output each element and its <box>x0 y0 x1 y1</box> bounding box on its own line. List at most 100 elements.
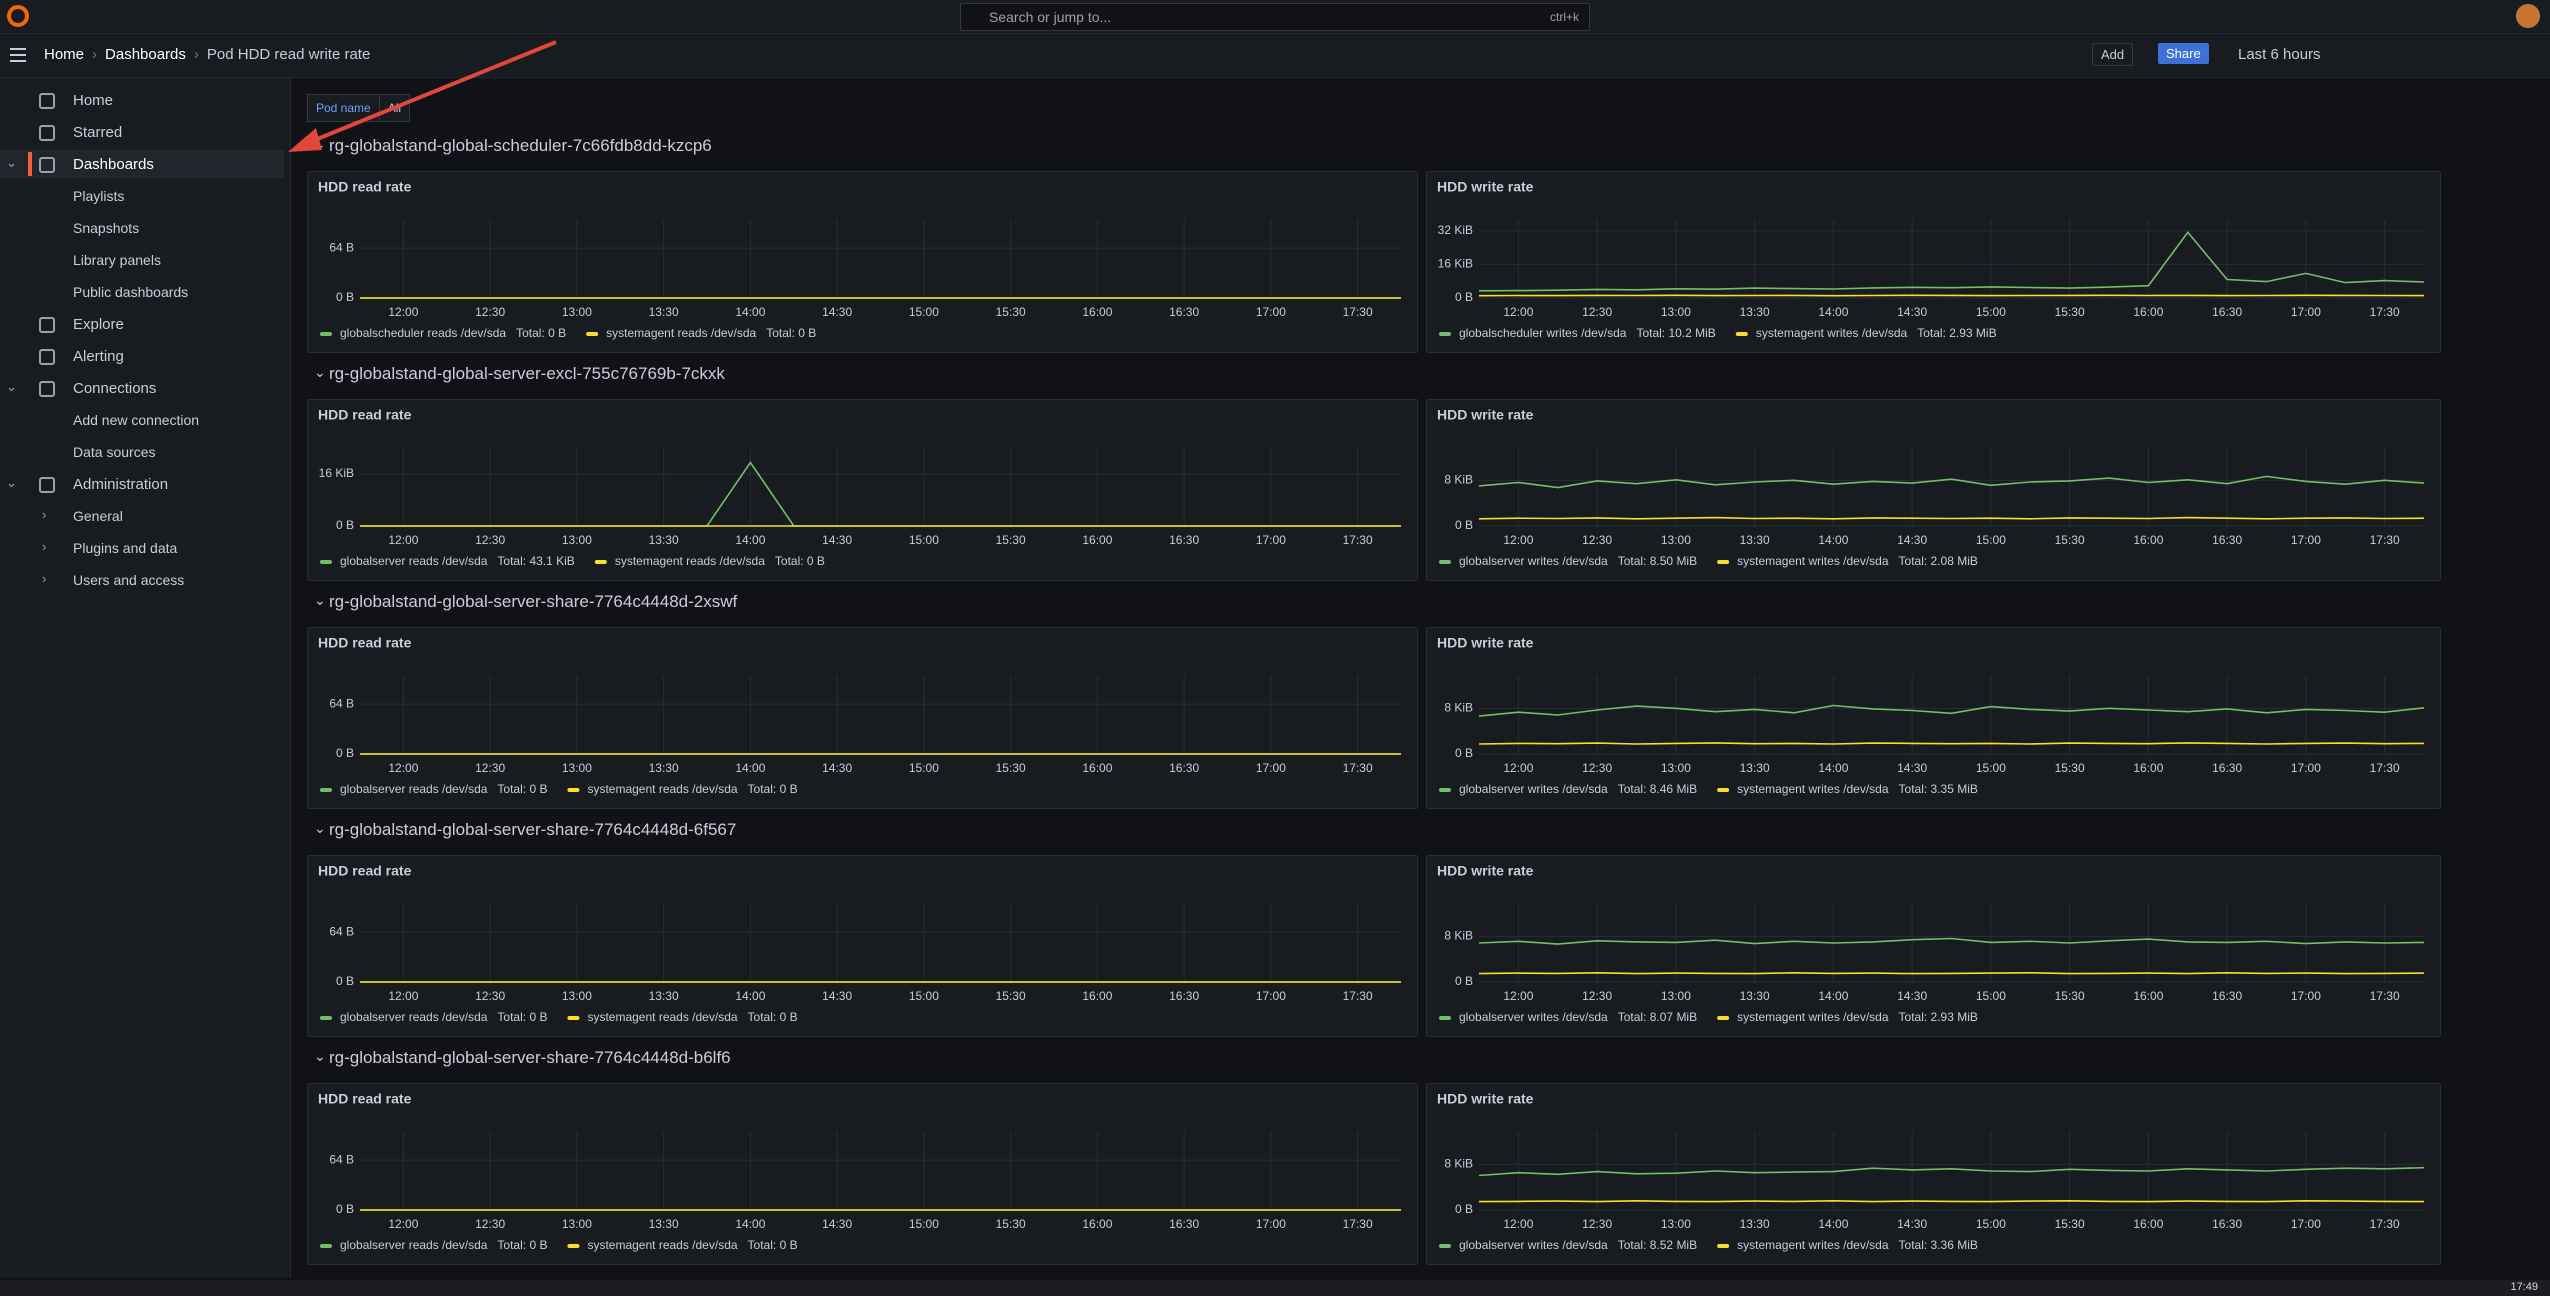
row-title[interactable]: rg-globalstand-global-server-share-7764c… <box>329 820 736 840</box>
row-title[interactable]: rg-globalstand-global-scheduler-7c66fdb8… <box>329 136 712 156</box>
y-tick-label: 0 B <box>1455 974 1473 988</box>
legend-label: systemagent reads /dev/sda <box>606 326 756 340</box>
nav-label: Data sources <box>73 444 155 460</box>
row-title[interactable]: rg-globalstand-global-server-excl-755c76… <box>329 364 725 384</box>
nav-item[interactable]: Alerting <box>0 342 284 370</box>
x-tick-label: 15:30 <box>2055 305 2085 319</box>
legend-total: Total: 3.35 MiB <box>1899 782 1978 796</box>
variable-value[interactable]: All <box>380 95 409 121</box>
x-tick-label: 17:00 <box>1256 761 1286 775</box>
x-tick-label: 13:30 <box>1740 761 1770 775</box>
legend-swatch <box>1717 560 1729 564</box>
x-tick-label: 17:30 <box>1343 533 1373 547</box>
row-chevron: ⌄ <box>314 136 326 153</box>
breadcrumb[interactable]: Pod HDD read write rate <box>207 46 370 63</box>
x-tick-label: 17:30 <box>1343 305 1373 319</box>
nav-subitem[interactable]: Snapshots <box>0 214 284 242</box>
legend-total: Total: 2.93 MiB <box>1917 326 1996 340</box>
avatar[interactable] <box>2516 4 2540 28</box>
legend-swatch <box>1717 1016 1729 1020</box>
legend-total: Total: 3.36 MiB <box>1899 1238 1978 1252</box>
nav-item[interactable]: ⌄Administration <box>0 470 284 498</box>
x-tick-label: 17:00 <box>2291 989 2321 1003</box>
chart: HDD write rate0 B8 KiB12:0012:3013:0013:… <box>1427 628 2440 808</box>
x-tick-label: 17:30 <box>2370 761 2400 775</box>
nav-label: Dashboards <box>73 156 154 173</box>
x-tick-label: 17:30 <box>1343 1217 1373 1231</box>
x-tick-label: 14:00 <box>735 761 765 775</box>
x-tick-label: 17:00 <box>1256 305 1286 319</box>
legend-swatch <box>1439 1016 1451 1020</box>
row-title[interactable]: rg-globalstand-global-server-share-7764c… <box>329 592 737 612</box>
y-tick-label: 8 KiB <box>1444 929 1473 943</box>
nav-subitem[interactable]: Library panels <box>0 246 284 274</box>
x-tick-label: 15:00 <box>909 761 939 775</box>
legend-total: Total: 0 B <box>497 1238 547 1252</box>
nav-item[interactable]: ⌄Connections <box>0 374 284 402</box>
menu-icon[interactable] <box>8 46 28 64</box>
chevron: ⌄ <box>6 475 17 491</box>
legend-label: globalserver writes /dev/sda <box>1459 554 1608 568</box>
legend-swatch <box>1439 332 1451 336</box>
legend-label: systemagent reads /dev/sda <box>587 1010 737 1024</box>
x-tick-label: 12:30 <box>475 761 505 775</box>
nav-subitem[interactable]: ›Plugins and data <box>0 534 284 562</box>
x-tick-label: 16:30 <box>2212 533 2242 547</box>
legend-total: Total: 0 B <box>748 782 798 796</box>
legend-total: Total: 0 B <box>766 326 816 340</box>
nav-subitem[interactable]: ›Users and access <box>0 566 284 594</box>
legend-swatch <box>320 1016 332 1020</box>
x-tick-label: 12:30 <box>475 989 505 1003</box>
x-tick-label: 14:00 <box>735 533 765 547</box>
nav-item[interactable]: ⌄ Dashboards <box>0 150 284 178</box>
nav-item[interactable]: Explore <box>0 310 284 338</box>
chevron: ⌄ <box>6 155 17 171</box>
x-tick-label: 13:00 <box>1661 761 1691 775</box>
x-tick-label: 12:30 <box>1582 761 1612 775</box>
legend-swatch <box>320 1244 332 1248</box>
legend-total: Total: 0 B <box>775 554 825 568</box>
breadcrumb[interactable]: Dashboards <box>105 46 186 63</box>
row-chevron: ⌄ <box>314 820 326 837</box>
variable[interactable]: Pod name All <box>307 94 410 122</box>
chevron: › <box>42 507 46 522</box>
series-line <box>1479 1201 2424 1202</box>
nav-item[interactable]: Home <box>0 86 284 114</box>
x-tick-label: 17:30 <box>2370 989 2400 1003</box>
y-tick-label: 64 B <box>329 924 354 938</box>
x-tick-label: 17:30 <box>1343 761 1373 775</box>
add-button[interactable]: Add <box>2092 43 2133 66</box>
nav-subitem[interactable]: Playlists <box>0 182 284 210</box>
row-chevron: ⌄ <box>314 1048 326 1065</box>
nav-subitem[interactable]: ›General <box>0 502 284 530</box>
nav-subitem[interactable]: Data sources <box>0 438 284 466</box>
legend-swatch <box>595 560 607 564</box>
breadcrumb[interactable]: Home <box>44 46 84 63</box>
nav-subitem[interactable]: Public dashboards <box>0 278 284 306</box>
x-tick-label: 13:30 <box>1740 989 1770 1003</box>
legend-label: globalserver reads /dev/sda <box>340 1010 488 1024</box>
nav-item[interactable]: Starred <box>0 118 284 146</box>
nav-label: Snapshots <box>73 220 139 236</box>
y-tick-label: 0 B <box>336 974 354 988</box>
legend-label: globalscheduler reads /dev/sda <box>340 326 506 340</box>
x-tick-label: 12:00 <box>1503 1217 1533 1231</box>
row-chevron: ⌄ <box>314 364 326 381</box>
x-tick-label: 13:00 <box>562 305 592 319</box>
legend-total: Total: 10.2 MiB <box>1636 326 1715 340</box>
x-tick-label: 12:30 <box>1582 989 1612 1003</box>
y-tick-label: 0 B <box>1455 290 1473 304</box>
row-title[interactable]: rg-globalstand-global-server-share-7764c… <box>329 1048 731 1068</box>
nav-subitem[interactable]: Add new connection <box>0 406 284 434</box>
legend-total: Total: 8.46 MiB <box>1618 782 1697 796</box>
logo[interactable] <box>6 4 30 28</box>
share-button[interactable]: Share <box>2158 43 2209 64</box>
legend-swatch <box>1717 1244 1729 1248</box>
search-box[interactable]: Search or jump to... ctrl+k <box>960 3 1590 31</box>
legend-total: Total: 43.1 KiB <box>497 554 574 568</box>
x-tick-label: 12:00 <box>388 1217 418 1231</box>
legend-label: globalserver reads /dev/sda <box>340 554 488 568</box>
legend-label: globalserver writes /dev/sda <box>1459 1010 1608 1024</box>
series-line <box>1479 232 2424 290</box>
time-range[interactable]: Last 6 hours <box>2230 43 2329 66</box>
